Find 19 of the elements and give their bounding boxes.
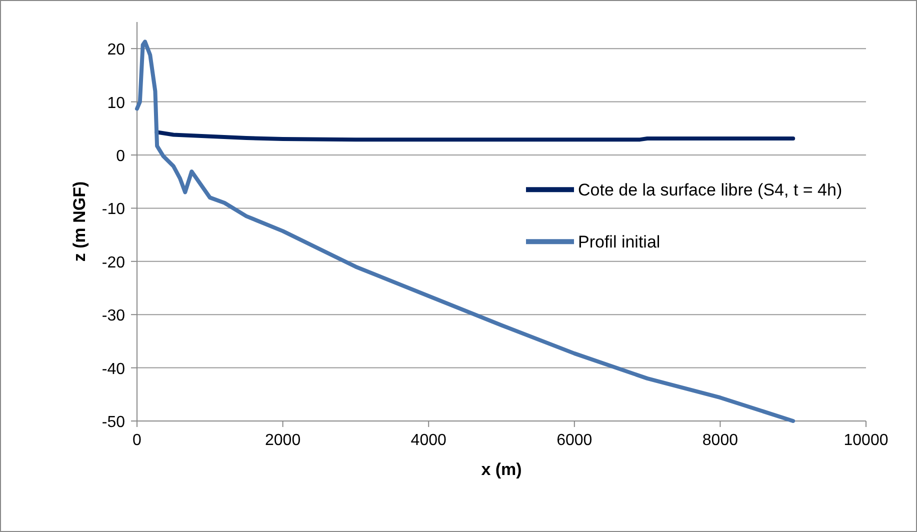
x-axis-title: x (m) bbox=[481, 460, 522, 479]
legend-label: Profil initial bbox=[578, 232, 660, 252]
y-tick-label: -40 bbox=[102, 360, 126, 378]
y-tick-label: -50 bbox=[102, 414, 126, 431]
y-tick-label: -30 bbox=[102, 308, 126, 325]
y-axis-title: z (m NGF) bbox=[70, 181, 89, 262]
x-tick-label: 6000 bbox=[556, 432, 592, 449]
y-tick-label: 10 bbox=[107, 94, 126, 112]
y-tick-label: -10 bbox=[102, 201, 126, 218]
x-tick-label: 0 bbox=[132, 432, 142, 449]
y-tick-label: -20 bbox=[102, 254, 126, 272]
x-tick-label: 8000 bbox=[702, 432, 738, 449]
x-tick-label: 10000 bbox=[844, 432, 888, 449]
x-tick-label: 4000 bbox=[410, 432, 446, 449]
x-tick-label: 2000 bbox=[265, 432, 301, 449]
line-series bbox=[135, 40, 796, 423]
y-tick-label: 0 bbox=[116, 148, 126, 165]
legend-label: Cote de la surface libre (S4, t = 4h) bbox=[578, 180, 842, 200]
y-tick-label: 20 bbox=[107, 42, 126, 59]
